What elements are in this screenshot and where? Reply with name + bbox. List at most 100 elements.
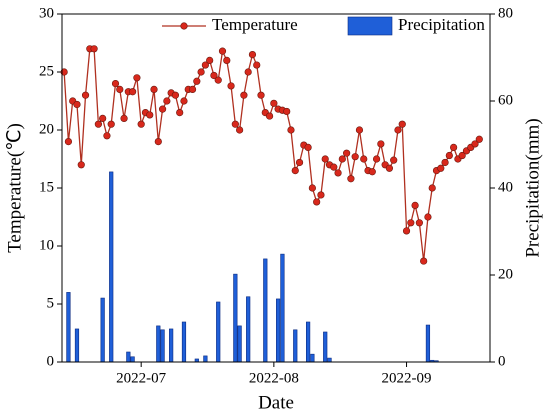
temperature-marker xyxy=(107,120,115,128)
temperature-marker xyxy=(351,153,359,161)
y-tick-label: 25 xyxy=(39,63,54,79)
temperature-marker xyxy=(308,184,316,192)
y2-tick-label: 40 xyxy=(498,179,513,195)
temperature-marker xyxy=(137,120,145,128)
temperature-marker xyxy=(206,56,214,65)
temperature-marker xyxy=(223,56,231,65)
y2-axis-label: Precipitation(mm) xyxy=(522,118,543,257)
temperature-marker xyxy=(372,155,381,163)
temperature-marker xyxy=(287,126,295,134)
temperature-marker xyxy=(437,164,445,172)
precip-bar xyxy=(109,171,114,363)
precip-bar xyxy=(160,329,165,363)
temperature-marker xyxy=(330,163,338,171)
temperature-marker xyxy=(411,201,419,209)
precip-bar xyxy=(66,292,71,363)
temperature-marker xyxy=(77,161,85,169)
precip-bar xyxy=(327,357,332,363)
x-tick-label: 2022-07 xyxy=(116,370,166,386)
precip-bar xyxy=(276,298,281,363)
y-axis-label: Temperature(℃) xyxy=(4,123,25,253)
temperature-marker xyxy=(360,155,368,163)
temperature-marker xyxy=(377,140,385,148)
y2-tick-label: 60 xyxy=(498,92,513,108)
temperature-marker xyxy=(398,120,406,128)
temperature-marker xyxy=(64,138,73,146)
temperature-marker xyxy=(471,140,479,148)
temperature-marker xyxy=(214,76,222,84)
temperature-marker xyxy=(338,155,346,163)
temperature-marker xyxy=(253,61,261,69)
temperature-marker xyxy=(424,213,432,221)
temperature-marker xyxy=(385,164,394,172)
temperature-marker xyxy=(99,114,107,122)
temperature-marker xyxy=(188,85,197,93)
temperature-marker xyxy=(295,158,304,167)
x-tick-label: 2022-09 xyxy=(382,370,432,386)
temperature-marker xyxy=(265,112,274,120)
temperature-marker xyxy=(129,88,137,96)
temperature-marker xyxy=(116,85,124,93)
temperature-marker xyxy=(90,45,98,53)
temperature-marker xyxy=(313,198,321,206)
y2-tick-label: 20 xyxy=(498,266,513,282)
temperature-marker xyxy=(244,68,252,76)
temperature-marker xyxy=(390,156,398,164)
temperature-marker xyxy=(458,151,466,160)
precip-bar xyxy=(181,321,187,363)
temperature-marker xyxy=(257,91,265,99)
precip-bar xyxy=(280,253,285,363)
temperature-marker xyxy=(347,175,355,183)
temperature-marker xyxy=(291,167,299,175)
legend-swatch xyxy=(347,16,393,36)
y-tick-label: 0 xyxy=(47,353,55,369)
precip-bar xyxy=(169,328,174,363)
legend-label: Temperature xyxy=(212,15,298,34)
precip-bar xyxy=(216,301,221,363)
precip-bar xyxy=(305,321,311,363)
temperature-marker xyxy=(176,108,184,117)
temperature-marker xyxy=(407,219,415,227)
temperature-marker xyxy=(248,50,257,59)
temperature-marker xyxy=(317,191,325,199)
precip-bar xyxy=(74,328,80,363)
y2-tick-label: 0 xyxy=(498,353,506,369)
temperature-marker xyxy=(180,97,188,105)
temperature-marker xyxy=(227,82,235,90)
y-tick-label: 20 xyxy=(39,121,54,137)
legend-marker xyxy=(180,22,188,30)
temperature-marker xyxy=(163,97,171,105)
temperature-marker xyxy=(270,99,278,107)
legend-label: Precipitation xyxy=(398,15,485,34)
precip-bar xyxy=(237,325,242,363)
precip-bar xyxy=(263,258,268,363)
x-axis-label: Date xyxy=(258,392,294,413)
temperature-marker xyxy=(402,227,411,235)
plot-frame xyxy=(61,13,491,363)
temperature-marker xyxy=(150,85,158,93)
precip-bar xyxy=(130,356,135,363)
temperature-marker xyxy=(420,257,428,265)
precip-bar xyxy=(425,324,431,363)
temperature-marker xyxy=(334,169,342,177)
temperature-marker xyxy=(321,155,329,163)
temperature-marker xyxy=(445,151,453,160)
temperature-marker xyxy=(415,219,423,227)
temperature-marker xyxy=(94,120,102,128)
temperature-marker xyxy=(197,68,205,76)
precip-bar xyxy=(246,296,251,363)
temperature-marker xyxy=(111,79,120,88)
temperature-marker xyxy=(441,158,449,167)
temperature-marker xyxy=(210,71,218,80)
temperature-marker xyxy=(283,107,291,116)
temperature-marker xyxy=(394,126,402,134)
temperature-marker xyxy=(240,91,248,99)
temperature-marker xyxy=(231,120,239,128)
temperature-marker xyxy=(475,135,483,143)
precip-bar xyxy=(323,331,328,363)
temperature-marker xyxy=(201,61,209,69)
temperature-marker xyxy=(103,132,111,140)
temperature-marker xyxy=(343,149,351,157)
precip-bar xyxy=(310,353,315,363)
